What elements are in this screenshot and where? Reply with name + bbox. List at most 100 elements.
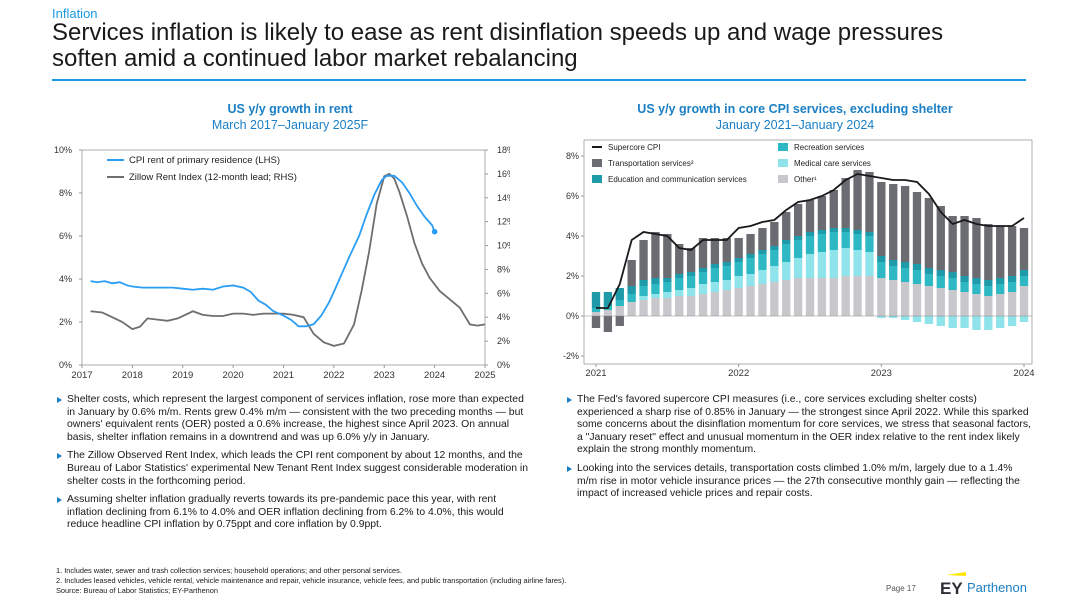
- bar-segment: [782, 244, 791, 262]
- bar-segment: [984, 286, 993, 296]
- title-divider: [52, 79, 1026, 81]
- bar-segment: [782, 240, 791, 244]
- bar-segment: [603, 316, 613, 332]
- left-bullet-3: Assuming shelter inflation gradually rev…: [56, 494, 528, 532]
- bar-segment: [924, 268, 934, 274]
- bar-segment: [924, 274, 934, 286]
- bar-segment: [877, 316, 886, 318]
- bar-segment: [948, 316, 957, 328]
- bar-segment: [782, 280, 791, 316]
- x-tick-label: 2021: [585, 368, 606, 379]
- bar-segment: [853, 276, 862, 316]
- bar-segment: [770, 266, 779, 282]
- bar-segment: [817, 230, 827, 234]
- bar-segment: [698, 284, 708, 294]
- bar-segment: [996, 284, 1005, 294]
- left-bullet-2: The Zillow Observed Rent Index, which le…: [56, 450, 528, 488]
- legend-label: Supercore CPI: [608, 143, 660, 152]
- legend-swatch: [592, 175, 602, 183]
- bar-segment: [1007, 226, 1017, 276]
- y-right-tick-label: 8%: [497, 264, 510, 274]
- bar-segment: [782, 262, 791, 280]
- title-line-1: Services inflation is likely to ease as …: [52, 19, 944, 46]
- bar-segment: [591, 312, 601, 316]
- page-title: Services inflation is likely to ease as …: [52, 20, 1032, 72]
- y-left-tick-label: 8%: [59, 188, 72, 198]
- bar-segment: [841, 276, 850, 316]
- legend-swatch: [778, 143, 788, 151]
- bar-segment: [591, 316, 601, 328]
- bar-segment: [639, 286, 648, 296]
- bar-segment: [996, 226, 1005, 278]
- title-line-2: soften amid a continued labor market reb…: [52, 45, 578, 72]
- bar-segment: [651, 278, 660, 284]
- bar-segment: [1007, 292, 1017, 316]
- bar-segment: [889, 184, 898, 260]
- bar-segment: [1019, 228, 1029, 270]
- plot-frame: [583, 139, 1033, 365]
- bar-segment: [984, 280, 993, 286]
- bar-segment: [889, 266, 898, 280]
- bar-segment: [948, 290, 957, 316]
- bar-segment: [912, 270, 922, 284]
- x-tick-label: 2020: [223, 370, 244, 381]
- legend-label-cpi-rent: CPI rent of primary residence (LHS): [129, 155, 280, 166]
- bar-segment: [663, 292, 672, 298]
- bar-segment: [805, 254, 815, 278]
- bar-segment: [805, 200, 815, 232]
- bar-segment: [984, 224, 993, 280]
- bar-segment: [675, 296, 684, 316]
- bar-segment: [710, 292, 720, 316]
- bar-segment: [734, 276, 743, 288]
- legend-swatch: [592, 159, 602, 167]
- bar-segment: [603, 292, 613, 306]
- bar-segment: [591, 292, 601, 308]
- bar-segment: [936, 316, 945, 326]
- legend-label-zillow: Zillow Rent Index (12-month lead; RHS): [129, 172, 297, 183]
- bar-segment: [1019, 286, 1029, 316]
- bar-segment: [900, 316, 910, 320]
- x-tick-label: 2025: [474, 370, 495, 381]
- bar-segment: [722, 280, 731, 290]
- footnotes: 1. Includes water, sewer and trash colle…: [56, 566, 566, 596]
- bar-segment: [865, 252, 874, 276]
- x-tick-label: 2023: [871, 368, 892, 379]
- left-chart-subtitle: March 2017–January 2025F: [211, 118, 369, 132]
- legend-label: Medical care services: [794, 159, 871, 168]
- bar-segment: [663, 298, 672, 316]
- bar-segment: [900, 262, 910, 268]
- bar-segment: [793, 240, 803, 258]
- x-tick-label: 2018: [122, 370, 143, 381]
- y-tick-label: 2%: [566, 271, 579, 281]
- left-bullet-list: Shelter costs, which represent the large…: [56, 394, 528, 538]
- section-label: Inflation: [52, 6, 98, 21]
- bar-segment: [710, 238, 720, 264]
- bar-segment: [865, 236, 874, 252]
- x-tick-label: 2022: [728, 368, 749, 379]
- bar-segment: [686, 296, 696, 316]
- legend-swatch: [778, 159, 788, 167]
- left-chart-title-main: US y/y growth in rent: [227, 102, 353, 116]
- bar-segment: [639, 280, 648, 286]
- bar-segment: [817, 252, 827, 278]
- bar-segment: [960, 282, 969, 292]
- y-left-tick-label: 4%: [59, 274, 72, 284]
- bar-segment: [865, 232, 874, 236]
- bar-segment: [770, 282, 779, 316]
- bar-segment: [829, 190, 838, 228]
- bar-segment: [889, 260, 898, 266]
- bar-segment: [686, 288, 696, 296]
- right-bullet-list: The Fed's favored supercore CPI measures…: [566, 394, 1034, 507]
- bar-segment: [972, 218, 981, 278]
- bar-segment: [817, 234, 827, 252]
- bar-segment: [877, 256, 886, 262]
- source-note: Source: Bureau of Labor Statistics; EY-P…: [56, 586, 219, 595]
- bar-segment: [805, 278, 815, 316]
- bar-segment: [912, 316, 922, 322]
- core-services-stacked-bar-chart: -2% 0% 2% 4% 6% 8% 2021 2022 2023 2024 Supercore C…: [563, 139, 1035, 379]
- bar-segment: [770, 222, 779, 246]
- y-right-tick-label: 16%: [497, 169, 510, 179]
- bar-segment: [710, 282, 720, 292]
- y-right-tick-label: 10%: [497, 241, 510, 251]
- bar-segment: [960, 276, 969, 282]
